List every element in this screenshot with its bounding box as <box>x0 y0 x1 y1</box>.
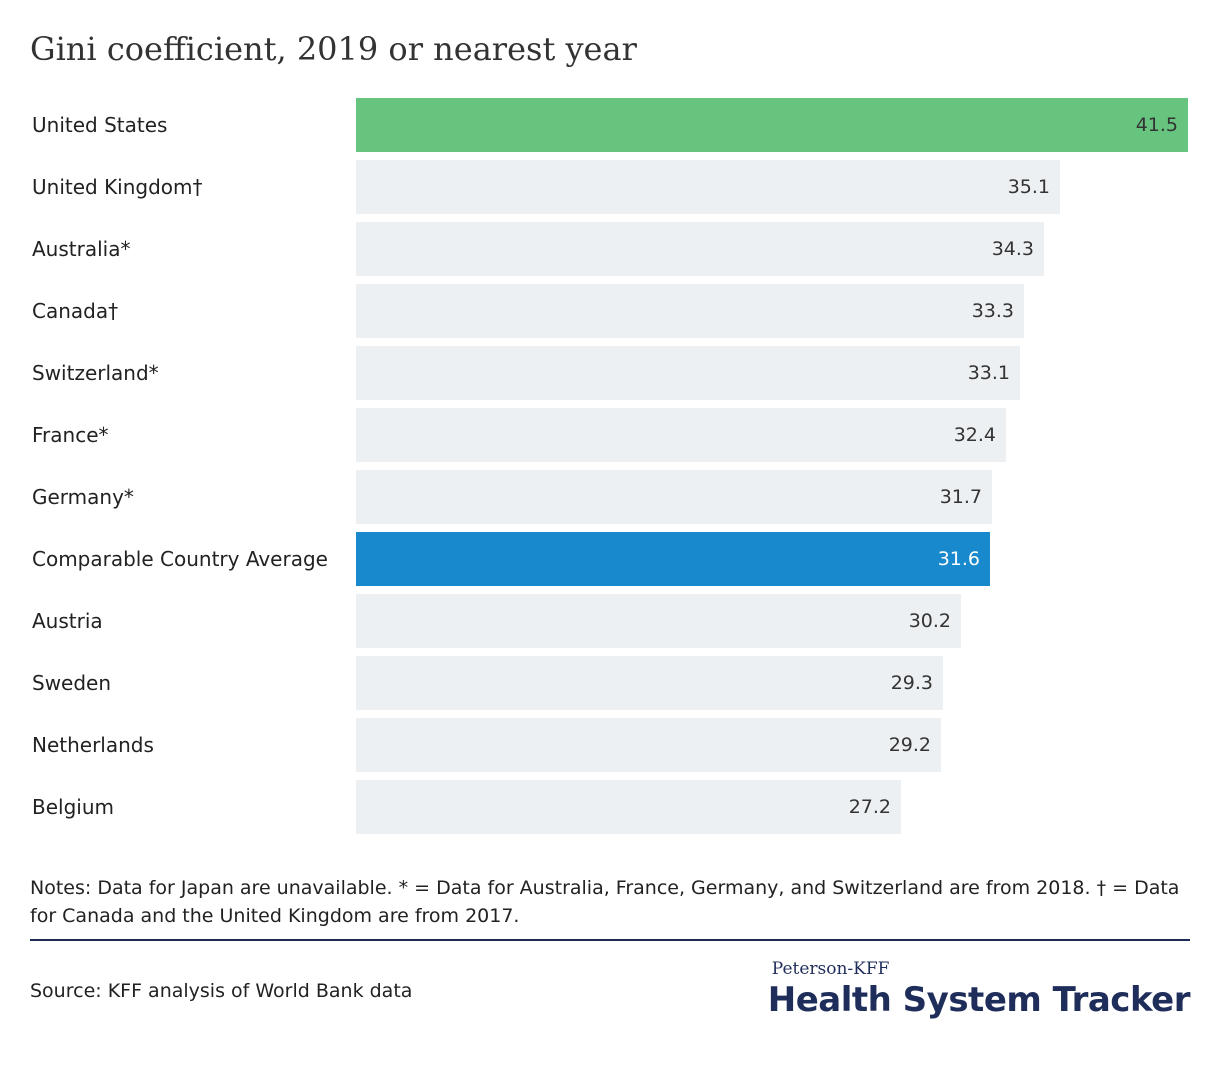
category-label: Switzerland* <box>32 361 159 385</box>
bar-value-label: 33.1 <box>967 362 1010 384</box>
category-label: United Kingdom† <box>32 175 203 199</box>
category-label: Belgium <box>32 795 114 819</box>
source-text: Source: KFF analysis of World Bank data <box>30 980 413 1002</box>
bar-row: Comparable Country Average 31.6 <box>0 532 1220 586</box>
bar-row: United States 41.5 <box>0 98 1220 152</box>
category-label: Australia* <box>32 237 131 261</box>
bar: 29.2 <box>356 718 941 772</box>
bar-chart: United States 41.5 United Kingdom† 35.1 Aust… <box>0 98 1220 834</box>
bar-row: Belgium 27.2 <box>0 780 1220 834</box>
bar: 33.3 <box>356 284 1024 338</box>
category-label: Netherlands <box>32 733 154 757</box>
brand-main-text: Health System Tracker <box>767 980 1191 1020</box>
bar-row: France* 32.4 <box>0 408 1220 462</box>
bar-value-label: 31.6 <box>937 548 980 570</box>
bar-value-label: 33.3 <box>971 300 1014 322</box>
chart-title: Gini coefficient, 2019 or nearest year <box>30 30 637 68</box>
bar: 27.2 <box>356 780 901 834</box>
category-label: Comparable Country Average <box>32 547 328 571</box>
category-label: Sweden <box>32 671 112 695</box>
bar-row: Australia* 34.3 <box>0 222 1220 276</box>
bar: 34.3 <box>356 222 1044 276</box>
bar-value-label: 27.2 <box>848 796 891 818</box>
bar-row: United Kingdom† 35.1 <box>0 160 1220 214</box>
category-label: Canada† <box>32 299 119 323</box>
bar-value-label: 30.2 <box>908 610 951 632</box>
bar-row: Germany* 31.7 <box>0 470 1220 524</box>
category-label: Austria <box>32 609 103 633</box>
bar: 32.4 <box>356 408 1006 462</box>
bar-value-label: 32.4 <box>953 424 996 446</box>
bar-value-label: 31.7 <box>939 486 982 508</box>
bar-row: Austria 30.2 <box>0 594 1220 648</box>
brand-top-text: Peterson-KFF <box>771 959 890 979</box>
category-label: Germany* <box>32 485 134 509</box>
bar-value-label: 29.3 <box>890 672 933 694</box>
bar-value-label: 41.5 <box>1135 114 1178 136</box>
bar-value-label: 34.3 <box>991 238 1034 260</box>
bar: 29.3 <box>356 656 943 710</box>
bar: 33.1 <box>356 346 1020 400</box>
category-label: France* <box>32 423 109 447</box>
category-label: United States <box>32 113 168 137</box>
bar: 31.6 <box>356 532 990 586</box>
bar-row: Sweden 29.3 <box>0 656 1220 710</box>
bar: 41.5 <box>356 98 1188 152</box>
bar-value-label: 35.1 <box>1007 176 1050 198</box>
footer-divider <box>30 939 1190 941</box>
bar: 30.2 <box>356 594 961 648</box>
bar-row: Netherlands 29.2 <box>0 718 1220 772</box>
bar: 35.1 <box>356 160 1060 214</box>
brand-logo[interactable]: Peterson-KFF Health System Tracker <box>767 958 1191 1020</box>
bar-row: Switzerland* 33.1 <box>0 346 1220 400</box>
bar-value-label: 29.2 <box>888 734 931 756</box>
bar-row: Canada† 33.3 <box>0 284 1220 338</box>
chart-notes: Notes: Data for Japan are unavailable. *… <box>30 877 1180 927</box>
bar: 31.7 <box>356 470 992 524</box>
